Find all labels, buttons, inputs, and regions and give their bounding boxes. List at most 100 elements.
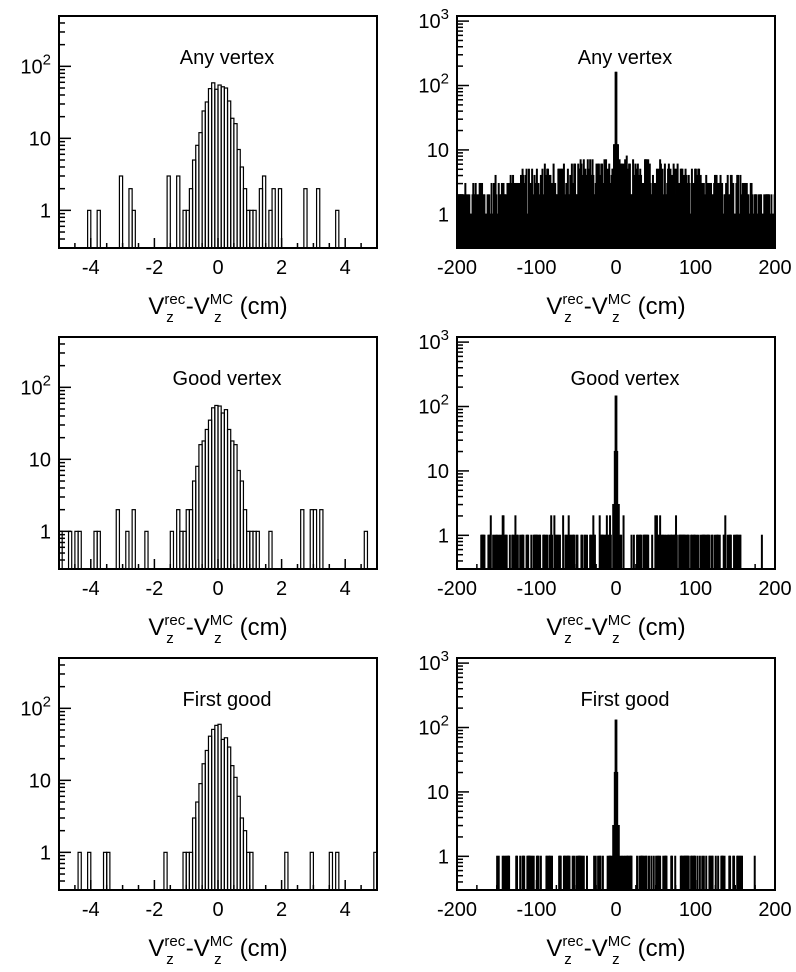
y-tick-label: 10 (427, 461, 449, 483)
histogram-bin (671, 855, 674, 891)
histogram-bin (303, 188, 308, 249)
histogram-bin (701, 855, 704, 891)
y-tick-label: 1 (40, 521, 51, 543)
histogram-bin (539, 534, 542, 570)
histogram-bin (663, 534, 666, 570)
histogram-bin (667, 534, 670, 570)
histogram-bin (584, 534, 587, 570)
histogram-bin (496, 534, 499, 570)
histogram-bin (532, 855, 535, 891)
histogram-bin (335, 209, 340, 249)
x-tick-label: 0 (610, 578, 621, 600)
histogram-bin (554, 534, 557, 570)
histogram-bin (125, 530, 130, 570)
histogram-bin (733, 855, 736, 891)
histogram-bin (67, 530, 73, 570)
x-tick-label: -100 (516, 578, 556, 600)
histogram-bin (711, 534, 714, 570)
histogram-bin (655, 855, 658, 891)
histogram-bin (675, 534, 678, 570)
x-tick-label: 100 (679, 257, 712, 279)
x-tick-label: 4 (340, 899, 351, 921)
histogram-bin (620, 855, 623, 891)
histogram-bin (622, 855, 625, 891)
y-tick-label: 103 (418, 327, 449, 354)
chart-panel-first-good-narrow: -4 -2 0 2 4 1 10 102 First good Vrec z -VMC z (cm) (20, 657, 378, 968)
histogram-bin (650, 855, 653, 891)
x-tick-label: 0 (610, 257, 621, 279)
histogram-bin (551, 534, 553, 570)
histogram-bin (609, 855, 612, 891)
histogram-bin (571, 855, 574, 891)
histogram-bin (319, 509, 324, 570)
histogram-bin (539, 855, 542, 891)
histogram-bin (573, 534, 576, 570)
chart-panel-any-vertex-wide: -200 -100 0 100 200 1 10 102 103 Any vertex Vrec z -… (418, 6, 791, 326)
histogram-bin (96, 209, 101, 249)
histogram-bin (739, 855, 742, 891)
histogram-bin (562, 515, 565, 570)
histogram-bin (724, 515, 727, 570)
histogram-bin (312, 509, 318, 570)
histogram-bin (96, 530, 101, 570)
histogram-bin (657, 534, 660, 570)
panel-title: Good vertex (571, 368, 680, 390)
x-axis-label: Vrec z -VMC z (cm) (546, 291, 685, 326)
y-tick-label: 103 (418, 6, 449, 33)
histogram-bin (665, 855, 668, 891)
y-tick-label: 1 (438, 525, 449, 547)
histogram-bin (551, 855, 553, 891)
x-tick-label: 0 (212, 899, 223, 921)
histogram-bin (671, 534, 674, 570)
histogram-bin (699, 534, 702, 570)
y-tick-label: 10 (427, 140, 449, 162)
histogram-bin (309, 851, 315, 891)
panel-title: Good vertex (173, 368, 282, 390)
histogram-bin (662, 534, 665, 570)
histogram-bin (636, 534, 639, 570)
histogram-bin (516, 855, 519, 891)
y-tick-label: 102 (418, 392, 449, 419)
x-tick-label: 200 (758, 899, 791, 921)
histogram-bin (489, 515, 492, 570)
histogram-bin (483, 534, 486, 570)
histogram-bin (624, 855, 627, 891)
histogram-bin (665, 534, 668, 570)
histogram-bin (505, 534, 508, 570)
x-axis-label: Vrec z -VMC z (cm) (148, 933, 287, 968)
histogram-bin (681, 855, 684, 891)
histogram-bin (602, 534, 605, 570)
x-tick-label: 200 (758, 257, 791, 279)
x-tick-label: 0 (212, 578, 223, 600)
x-tick-label: 4 (340, 257, 351, 279)
histogram-bin (717, 855, 720, 891)
histogram-bin (647, 534, 650, 570)
histogram-bin (687, 855, 690, 891)
histogram-bin (721, 855, 724, 891)
histogram-bin (737, 855, 740, 891)
histogram-bin (652, 855, 655, 891)
histogram-bin (606, 855, 609, 891)
histogram-bin (166, 175, 171, 249)
histogram-bin (729, 534, 732, 570)
histogram-bin (328, 851, 334, 891)
histogram-bin (585, 855, 588, 891)
histogram-bin (271, 188, 276, 249)
histogram-bin (564, 855, 567, 891)
histogram-bin (657, 855, 660, 891)
x-tick-label: -200 (437, 578, 477, 600)
y-tick-label: 10 (29, 770, 51, 792)
histogram-bin (573, 855, 576, 891)
histogram-bin (537, 855, 540, 891)
histogram-bin (606, 534, 609, 570)
histogram-bin (519, 855, 522, 891)
chart-panel-good-vertex-narrow: -4 -2 0 2 4 1 10 102 Good vertex Vrec z -VMC z (cm) (20, 336, 378, 647)
y-tick-label: 102 (20, 372, 51, 399)
histogram-bin (643, 855, 646, 891)
histogram-bin (617, 503, 620, 570)
histogram-bin (698, 855, 701, 891)
histogram-bin (565, 534, 568, 570)
x-axis-label: Vrec z -VMC z (cm) (148, 612, 287, 647)
x-tick-label: 200 (758, 578, 791, 600)
histogram-bin (568, 855, 571, 891)
